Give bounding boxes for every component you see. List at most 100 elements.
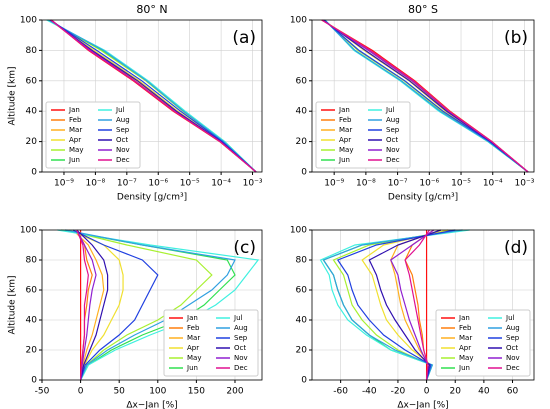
legend-label: Dec	[116, 156, 130, 164]
series-line	[65, 229, 236, 381]
x-tick-label: 10⁻⁵	[451, 179, 471, 189]
legend-label: Jun	[68, 156, 80, 164]
legend-label: Dec	[506, 364, 520, 372]
x-axis-label: Density [g/cm³]	[388, 193, 458, 203]
series-line	[390, 229, 435, 381]
series-line	[368, 229, 442, 381]
legend-label: Jan	[458, 314, 470, 322]
x-tick-label: 10⁻⁹	[324, 179, 344, 189]
legend-label: Apr	[187, 344, 199, 352]
y-tick-label: 100	[290, 226, 307, 236]
y-tick-label: 20	[296, 137, 308, 147]
legend-box	[163, 309, 259, 377]
legend-label: Sep	[386, 126, 400, 134]
series-line	[57, 229, 260, 381]
x-tick-label: -20	[391, 387, 406, 397]
x-tick-label: 100	[149, 387, 166, 397]
series-line	[76, 229, 89, 381]
x-tick-label: -50	[35, 387, 50, 397]
legend-box	[435, 309, 531, 377]
x-tick-label: -60	[333, 387, 348, 397]
legend-label: Mar	[459, 334, 472, 342]
y-tick-label: 20	[26, 137, 38, 147]
y-tick-label: 80	[296, 46, 308, 56]
series-line	[404, 229, 435, 381]
x-tick-label: 20	[449, 387, 461, 397]
y-tick-label: 0	[301, 168, 307, 178]
y-tick-label: 80	[296, 256, 308, 266]
legend-label: Sep	[506, 334, 520, 342]
legend-label: Jul	[115, 106, 125, 114]
panel-label: (c)	[233, 238, 256, 258]
legend-label: Jul	[233, 314, 243, 322]
x-tick-label: 10⁻⁸	[85, 179, 105, 189]
y-tick-label: 0	[31, 376, 37, 386]
plot-frame	[311, 229, 535, 381]
x-tick-label: 10⁻⁵	[180, 179, 200, 189]
legend-label: Apr	[69, 136, 81, 144]
y-axis-label: Altitude [km]	[8, 66, 18, 125]
y-tick-label: 20	[296, 346, 308, 356]
legend-label: Mar	[69, 126, 82, 134]
y-tick-label: 20	[26, 346, 38, 356]
y-tick-label: 60	[26, 76, 38, 86]
x-tick-label: 10⁻⁹	[54, 179, 74, 189]
legend-label: Sep	[234, 334, 248, 342]
y-tick-label: 40	[296, 107, 308, 117]
y-tick-label: 0	[31, 168, 37, 178]
legend-label: Jan	[338, 106, 350, 114]
x-tick-label: 0	[78, 387, 84, 397]
series-line	[404, 229, 430, 381]
series-line	[361, 229, 449, 381]
x-tick-label: 10⁻⁴	[211, 179, 231, 189]
panel-label: (d)	[504, 238, 528, 258]
legend-label: Aug	[506, 324, 520, 332]
x-tick-label: 0	[424, 387, 430, 397]
legend-label: Aug	[386, 116, 400, 124]
legend-label: Dec	[386, 156, 400, 164]
y-tick-label: 0	[301, 376, 307, 386]
x-tick-label: 200	[226, 387, 243, 397]
y-tick-label: 80	[26, 256, 38, 266]
series-line	[49, 19, 257, 173]
series-line	[65, 229, 213, 381]
x-axis-label: Δx−Jan [%]	[126, 401, 177, 409]
legend-box	[45, 101, 141, 169]
legend-label: Aug	[234, 324, 248, 332]
x-tick-label: 10⁻⁷	[388, 179, 408, 189]
x-tick-label: 10⁻³	[515, 179, 535, 189]
legend-label: Jul	[385, 106, 395, 114]
y-tick-label: 100	[20, 16, 37, 26]
legend-label: Nov	[506, 354, 520, 362]
x-tick-label: 10⁻⁴	[483, 179, 503, 189]
legend-label: Feb	[459, 324, 472, 332]
x-axis-label: Δx−Jan [%]	[397, 401, 448, 409]
plot-frame	[311, 19, 535, 173]
x-tick-label: 150	[188, 387, 205, 397]
x-tick-label: 10⁻⁷	[117, 179, 137, 189]
x-tick-label: 10⁻⁸	[356, 179, 376, 189]
legend-label: May	[69, 146, 83, 154]
legend-label: Apr	[459, 344, 471, 352]
x-tick-label: 60	[507, 387, 519, 397]
legend-label: Jun	[186, 364, 198, 372]
legend-label: Dec	[234, 364, 248, 372]
series-line	[76, 229, 97, 381]
y-tick-label: 60	[296, 286, 308, 296]
legend-label: Mar	[187, 334, 200, 342]
y-tick-label: 80	[26, 46, 38, 56]
legend-label: Jan	[68, 106, 80, 114]
x-tick-label: 50	[113, 387, 125, 397]
series-line	[48, 19, 257, 173]
y-tick-label: 40	[296, 316, 308, 326]
legend-label: Oct	[386, 136, 398, 144]
series-line	[319, 229, 470, 381]
y-axis-label: Altitude [km]	[8, 275, 18, 334]
y-tick-label: 60	[26, 286, 38, 296]
series-line	[72, 229, 105, 381]
legend-label: Jun	[458, 364, 470, 372]
series-line	[336, 229, 456, 381]
series-line	[321, 19, 529, 173]
legend-label: Nov	[386, 146, 400, 154]
